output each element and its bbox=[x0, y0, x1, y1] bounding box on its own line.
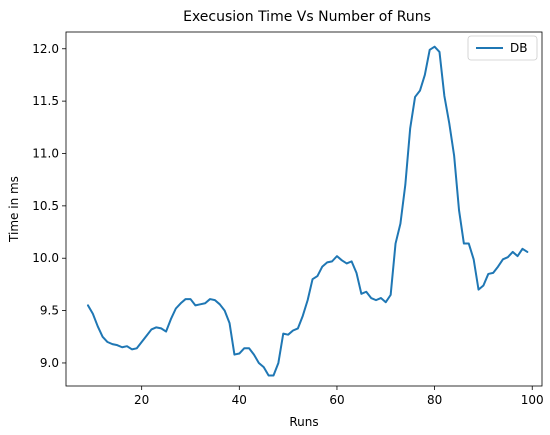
chart-title: Execusion Time Vs Number of Runs bbox=[183, 9, 431, 25]
x-tick-label: 40 bbox=[232, 393, 247, 407]
y-tick-label: 10.5 bbox=[32, 199, 59, 213]
y-tick-label: 11.0 bbox=[32, 146, 59, 160]
x-tick-label: 80 bbox=[427, 393, 442, 407]
x-tick-label: 20 bbox=[134, 393, 149, 407]
x-axis: 20 40 60 80 100 bbox=[134, 386, 544, 407]
x-tick-label: 100 bbox=[521, 393, 544, 407]
legend-label-db: DB bbox=[510, 41, 527, 55]
y-tick-label: 12.0 bbox=[32, 42, 59, 56]
plot-area-frame bbox=[65, 31, 543, 387]
legend: DB bbox=[467, 35, 538, 61]
y-axis-label: Time in ms bbox=[7, 176, 21, 243]
y-tick-label: 10.0 bbox=[32, 251, 59, 265]
y-tick-label: 9.0 bbox=[40, 356, 59, 370]
series-line-db bbox=[86, 45, 529, 377]
y-tick-label: 11.5 bbox=[32, 94, 59, 108]
y-tick-label: 9.5 bbox=[40, 304, 59, 318]
x-axis-label: Runs bbox=[289, 415, 318, 429]
y-axis: 9.0 9.5 10.0 10.5 11.0 11.5 12.0 bbox=[32, 42, 66, 370]
x-tick-label: 60 bbox=[329, 393, 344, 407]
